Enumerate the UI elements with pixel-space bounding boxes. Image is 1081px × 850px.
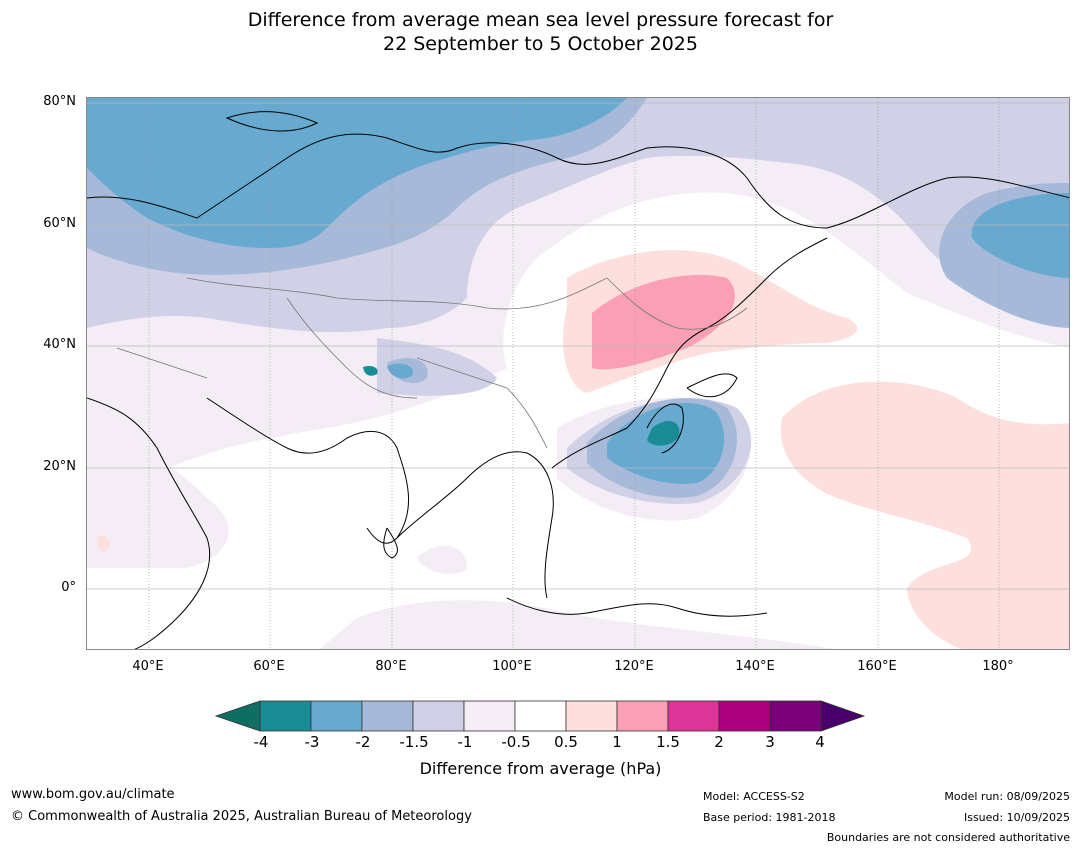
colorbar-cell <box>718 700 771 732</box>
colorbar-tick: -1 <box>457 733 473 751</box>
colorbar-tick: 2 <box>714 733 724 751</box>
lon-label-160e: 160°E <box>857 659 897 674</box>
colorbar-tick: 3 <box>765 733 775 751</box>
colorbar-cell <box>463 700 516 732</box>
colorbar-cell <box>412 700 465 732</box>
anomaly-contours-negative-very-strong <box>87 98 1069 484</box>
colorbar-cell <box>667 700 720 732</box>
graticule <box>87 98 1069 649</box>
title-line-2: 22 September to 5 October 2025 <box>383 33 698 55</box>
colorbar <box>214 700 866 732</box>
boundaries-disclaimer: Boundaries are not considered authoritat… <box>826 831 1070 844</box>
colorbar-cell <box>259 700 312 732</box>
colorbar-tick: -4 <box>253 733 269 751</box>
lat-label-80n: 80°N <box>43 94 76 109</box>
lat-label-0: 0° <box>61 580 76 595</box>
website-link[interactable]: www.bom.gov.au/climate <box>11 787 175 802</box>
copyright-text: © Commonwealth of Australia 2025, Austra… <box>11 809 472 824</box>
colorbar-title: Difference from average (hPa) <box>419 759 662 778</box>
lat-label-40n: 40°N <box>43 337 76 352</box>
colorbar-cell <box>310 700 363 732</box>
colorbar-tick: 4 <box>815 733 825 751</box>
lat-label-20n: 20°N <box>43 459 76 474</box>
colorbar-cell <box>361 700 414 732</box>
lon-label-100e: 100°E <box>492 659 532 674</box>
issued-date: Issued: 10/09/2025 <box>963 811 1070 824</box>
lat-label-60n: 60°N <box>43 216 76 231</box>
colorbar-tick: -1.5 <box>399 733 429 751</box>
colorbar-cell <box>565 700 618 732</box>
anomaly-contours-negative-extreme <box>363 365 680 446</box>
colorbar-cell <box>616 700 669 732</box>
lon-label-40e: 40°E <box>132 659 164 674</box>
model-name: Model: ACCESS-S2 <box>703 790 805 803</box>
base-period: Base period: 1981-2018 <box>703 811 836 824</box>
colorbar-cell <box>769 700 822 732</box>
coastlines <box>87 111 1069 649</box>
colorbar-tick: -0.5 <box>501 733 531 751</box>
model-run-date: Model run: 08/09/2025 <box>944 790 1070 803</box>
colorbar-cells <box>259 700 822 732</box>
map-canvas <box>87 98 1069 649</box>
lon-label-180: 180° <box>982 659 1014 674</box>
lon-label-140e: 140°E <box>735 659 775 674</box>
lon-label-120e: 120°E <box>614 659 654 674</box>
colorbar-over-arrow <box>820 700 866 732</box>
colorbar-tick: 1.5 <box>656 733 680 751</box>
colorbar-cell <box>514 700 567 732</box>
lon-label-60e: 60°E <box>253 659 285 674</box>
country-borders <box>116 277 748 449</box>
colorbar-tick: 1 <box>612 733 622 751</box>
colorbar-under-arrow <box>214 700 261 732</box>
colorbar-tick: -3 <box>304 733 320 751</box>
colorbar-tick: -2 <box>355 733 371 751</box>
title-line-1: Difference from average mean sea level p… <box>247 9 834 31</box>
pressure-anomaly-map <box>86 97 1070 650</box>
colorbar-tick: 0.5 <box>554 733 578 751</box>
map-title: Difference from average mean sea level p… <box>0 8 1081 56</box>
lon-label-80e: 80°E <box>375 659 407 674</box>
